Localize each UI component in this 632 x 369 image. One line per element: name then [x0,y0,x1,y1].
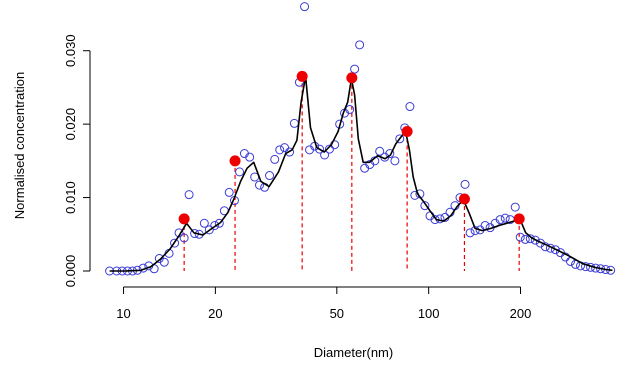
data-point [315,144,325,154]
smoothed-curve [109,75,613,272]
data-point [375,146,385,156]
y-tick-label: 0.020 [63,108,78,141]
data-point [555,248,565,258]
y-tick-label: 0.010 [63,181,78,214]
data-point [204,225,214,235]
peak-point [296,70,308,82]
data-point [520,234,530,244]
peak-point [458,193,470,205]
peak-point [401,125,413,137]
data-point [350,64,360,74]
data-point [405,102,415,112]
data-point [280,143,290,153]
data-point [581,262,591,272]
data-point [515,232,525,242]
data-point [255,180,265,190]
data-point [500,213,510,223]
data-point [420,201,430,211]
data-point [289,118,299,128]
x-tick-label: 100 [418,306,440,321]
data-point [265,171,275,181]
peak-point [346,72,358,84]
data-point [395,134,405,144]
data-point [530,235,540,245]
data-point [214,218,224,228]
data-point [495,215,505,225]
data-point [199,218,209,228]
x-tick-label: 10 [116,306,130,321]
data-point [170,238,180,248]
x-tick-label: 50 [330,306,344,321]
data-point [275,145,285,155]
data-point [324,144,334,154]
x-tick-label: 200 [510,306,532,321]
data-point [550,245,560,255]
data-point [460,179,470,189]
data-point [510,202,520,212]
data-point [179,233,189,243]
data-point [285,147,295,157]
y-tick-label: 0.000 [63,255,78,288]
data-point [385,149,395,159]
data-point [245,152,255,162]
peak-point [229,155,241,167]
data-point [224,187,234,197]
data-point [300,2,310,12]
y-axis-title: Normalised concentration [12,72,27,219]
data-point [159,257,169,267]
x-tick-label: 20 [208,306,222,321]
data-point [184,190,194,200]
data-point [345,104,355,114]
data-point [210,220,220,230]
data-point [355,40,365,50]
axes: 10 20 50 100 200 0.000 0.010 0.020 0.030 [63,34,531,321]
x-axis-title: Diameter(nm) [314,345,393,360]
plot-area [105,2,616,276]
y-tick-label: 0.030 [63,34,78,67]
data-point [235,167,245,177]
peak-point [513,213,525,225]
data-point [390,156,400,166]
y-ticks: 0.000 0.010 0.020 0.030 [63,34,90,287]
peak-point [178,213,190,225]
x-ticks: 10 20 50 100 200 [116,287,531,321]
data-point [270,154,280,164]
data-point [465,228,475,238]
data-point [480,220,490,230]
data-point [560,252,570,262]
